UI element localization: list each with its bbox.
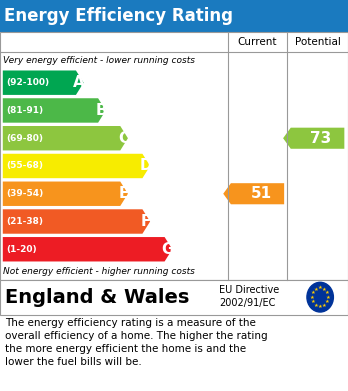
Text: ★: ★ [318,285,323,290]
Text: ★: ★ [314,303,318,308]
Text: Current: Current [238,37,277,47]
Text: 2002/91/EC: 2002/91/EC [219,298,276,308]
Text: ★: ★ [322,303,327,308]
Text: D: D [139,158,152,174]
Polygon shape [3,237,172,262]
Text: The energy efficiency rating is a measure of the
overall efficiency of a home. T: The energy efficiency rating is a measur… [5,318,268,368]
Polygon shape [3,209,150,234]
Text: ★: ★ [322,287,327,292]
Text: F: F [140,214,151,229]
Text: ★: ★ [325,300,330,304]
Text: ★: ★ [310,300,315,304]
Text: C: C [118,131,129,146]
Text: 51: 51 [251,186,271,201]
Text: (1-20): (1-20) [6,245,37,254]
Text: Very energy efficient - lower running costs: Very energy efficient - lower running co… [3,56,196,65]
Text: ★: ★ [314,287,318,292]
Text: G: G [161,242,174,257]
Text: ★: ★ [310,290,315,295]
Polygon shape [3,98,106,123]
Bar [0,280,348,315]
Text: England & Wales: England & Wales [5,288,190,307]
Text: (69-80): (69-80) [6,134,43,143]
Polygon shape [3,154,150,178]
Text: E: E [118,186,129,201]
Text: (55-68): (55-68) [6,161,43,170]
Text: ★: ★ [325,290,330,295]
Circle shape [307,282,333,312]
Text: EU Directive: EU Directive [219,285,279,295]
Bar [0,0,348,32]
Text: (81-91): (81-91) [6,106,44,115]
Text: (21-38): (21-38) [6,217,43,226]
Polygon shape [283,128,345,149]
Text: ★: ★ [326,295,331,300]
Text: (39-54): (39-54) [6,189,44,198]
Text: B: B [95,103,107,118]
Polygon shape [223,183,284,204]
Polygon shape [3,181,128,206]
Polygon shape [3,70,84,95]
Text: A: A [73,75,85,90]
Text: Energy Efficiency Rating: Energy Efficiency Rating [4,7,233,25]
Text: 73: 73 [310,131,332,146]
Text: Not energy efficient - higher running costs: Not energy efficient - higher running co… [3,267,195,276]
Polygon shape [3,126,128,151]
Text: ★: ★ [318,304,323,309]
Text: Potential: Potential [295,37,340,47]
Text: (92-100): (92-100) [6,78,49,87]
Bar [0,32,348,280]
Text: ★: ★ [309,295,314,300]
